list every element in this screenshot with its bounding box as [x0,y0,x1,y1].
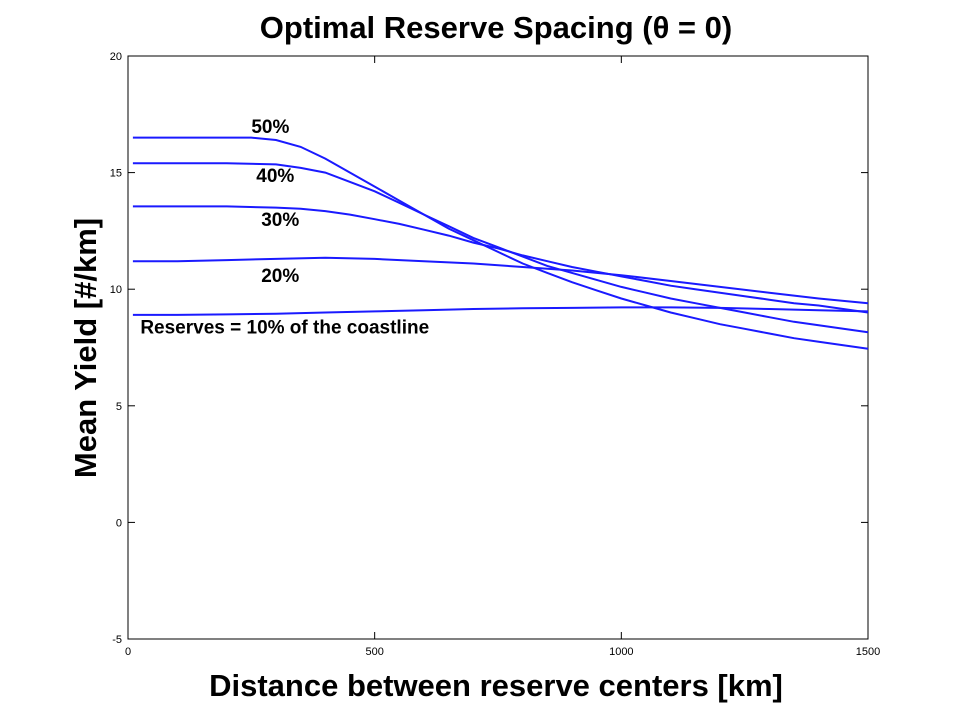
series-lines [132,136,869,350]
y-tick-label: 15 [110,168,122,180]
series-line-3 [132,256,869,305]
series-annotations: 50% 40% 30% 20% Reserves = 10% of the coastl… [140,117,429,339]
series-label: 30% [261,210,299,231]
y-tick-label: 0 [116,517,122,529]
y-axis-label: Mean Yield [#/km] [68,218,103,478]
y-tick-label: 10 [110,284,122,296]
y-tick-label: 5 [116,401,122,413]
x-tick-label: 1500 [856,646,880,658]
y-tick-label: 20 [110,51,122,63]
series-label: 20% [261,266,299,287]
x-tick-label: 0 [125,646,131,658]
x-tick-label: 1000 [609,646,633,658]
series-line-2 [132,205,869,314]
series-label: 50% [251,117,289,138]
series-line-1 [132,162,869,334]
series-line-4 [132,306,869,316]
series-line-0 [132,136,869,350]
x-axis-label: Distance between reserve centers [km] [209,668,783,703]
series-label: 40% [256,166,294,187]
chart-title: Optimal Reserve Spacing (θ = 0) [260,10,732,45]
series-label: Reserves = 10% of the coastline [140,318,429,339]
y-tick-label: -5 [112,634,122,646]
x-tick-label: 500 [365,646,383,658]
plot-frame [127,55,869,640]
